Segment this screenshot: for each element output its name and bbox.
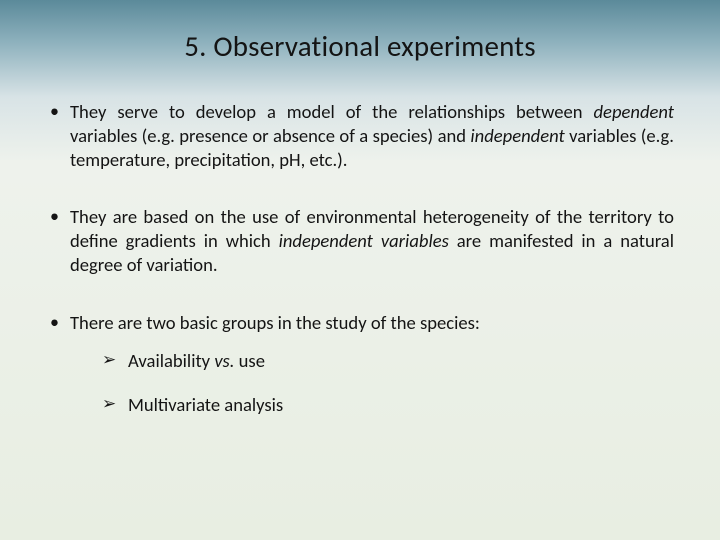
sub-bullet-text: Multivariate analysis: [128, 393, 283, 416]
sub-bullet-emphasis: vs.: [214, 349, 234, 372]
sub-bullet-item: Multivariate analysis: [102, 393, 674, 417]
sub-bullet-text: use: [234, 349, 265, 372]
bullet-emphasis: independent: [470, 124, 564, 147]
bullet-emphasis: independent variables: [279, 229, 449, 252]
sub-bullet-text: Availability: [128, 349, 214, 372]
bullet-list: They serve to develop a model of the rel…: [46, 100, 674, 417]
sub-bullet-item: Availability vs. use: [102, 349, 674, 373]
bullet-item: They serve to develop a model of the rel…: [46, 100, 674, 171]
bullet-emphasis: dependent: [594, 100, 675, 123]
slide-title: 5. Observational experiments: [46, 28, 674, 64]
bullet-item: They are based on the use of environment…: [46, 205, 674, 276]
bullet-text: variables (e.g. presence or absence of a…: [70, 124, 470, 147]
bullet-text: They serve to develop a model of the rel…: [70, 100, 594, 123]
bullet-text: There are two basic groups in the study …: [70, 311, 480, 334]
slide: 5. Observational experiments They serve …: [0, 0, 720, 540]
bullet-item: There are two basic groups in the study …: [46, 311, 674, 417]
sub-bullet-list: Availability vs. use Multivariate analys…: [70, 349, 674, 417]
